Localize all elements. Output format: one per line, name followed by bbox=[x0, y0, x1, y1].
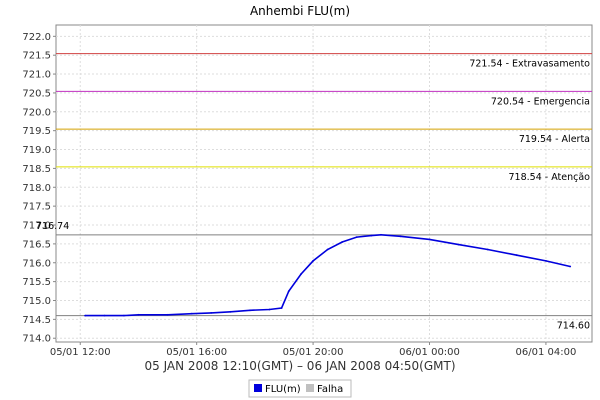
data-point bbox=[268, 308, 271, 311]
legend-box bbox=[248, 379, 352, 398]
y-tick-label: 717.5 bbox=[22, 202, 51, 213]
data-point bbox=[229, 310, 232, 313]
y-tick-label: 714.0 bbox=[22, 334, 51, 345]
data-point bbox=[84, 314, 86, 317]
y-tick-label: 719.0 bbox=[22, 145, 51, 156]
y-tick-label: 720.5 bbox=[22, 88, 51, 99]
y-tick-label: 718.5 bbox=[22, 164, 51, 175]
series-group bbox=[84, 233, 572, 317]
legend-swatch-flu bbox=[254, 384, 262, 392]
grid bbox=[56, 25, 592, 342]
y-tick-label: 720.0 bbox=[22, 107, 51, 118]
reference-lines: 721.54 - Extravasamento 720.54 - Emergenc… bbox=[36, 53, 592, 332]
y-tick-label: 714.5 bbox=[22, 315, 51, 326]
y-tick-label: 716.5 bbox=[22, 239, 51, 250]
legend-label-falha: Falha bbox=[317, 384, 343, 395]
x-tick-label: 05/01 12:00 bbox=[50, 347, 111, 358]
legend-label-flu: FLU(m) bbox=[265, 384, 301, 395]
data-point bbox=[370, 234, 373, 237]
data-point bbox=[355, 236, 358, 239]
series-line bbox=[85, 233, 571, 317]
reference-line-label: 716.74 bbox=[36, 221, 69, 232]
legend-swatch-falha bbox=[306, 384, 314, 392]
reference-line-label: 719.54 - Alerta bbox=[519, 134, 590, 145]
x-tick-label: 06/01 00:00 bbox=[399, 347, 460, 358]
y-tick-label: 718.0 bbox=[22, 183, 51, 194]
data-point bbox=[300, 273, 302, 275]
y-tick-label: 715.0 bbox=[22, 296, 51, 307]
legend: FLU(m) Falha bbox=[248, 379, 352, 398]
chart-title: Anhembi FLU(m) bbox=[250, 4, 350, 18]
y-tick-label: 721.0 bbox=[22, 70, 51, 81]
data-point bbox=[210, 312, 213, 314]
x-tick-label: 06/01 04:00 bbox=[516, 347, 577, 358]
reference-line-label: 720.54 - Emergencia bbox=[491, 96, 590, 107]
x-axis-label: 05 JAN 2008 12:10(GMT) – 06 JAN 2008 04:… bbox=[144, 359, 455, 373]
data-point bbox=[486, 248, 489, 251]
data-point bbox=[457, 243, 460, 246]
y-tick-label: 715.5 bbox=[22, 277, 51, 288]
x-axis: 05/01 12:00 05/01 16:00 05/01 20:00 06/01 0… bbox=[50, 342, 576, 358]
reference-line-label: 721.54 - Extravasamento bbox=[469, 59, 590, 70]
data-point bbox=[137, 313, 140, 316]
plot-area bbox=[55, 24, 593, 343]
data-point bbox=[399, 235, 402, 238]
data-point bbox=[123, 314, 125, 317]
data-point bbox=[312, 260, 314, 262]
data-point bbox=[166, 313, 169, 316]
data-point bbox=[287, 290, 290, 292]
y-axis: 714.0 714.5 715.0 715.5 716.0 716.5 717.0 717.5… bbox=[22, 32, 56, 345]
data-point bbox=[380, 233, 382, 236]
reference-line-label: 714.60 bbox=[557, 321, 590, 332]
data-point bbox=[569, 265, 572, 268]
data-point bbox=[341, 241, 344, 243]
data-point bbox=[190, 312, 193, 315]
data-point bbox=[515, 254, 518, 257]
y-tick-label: 716.0 bbox=[22, 258, 51, 269]
data-point bbox=[280, 307, 283, 309]
data-point bbox=[545, 260, 547, 262]
reference-line-label: 718.54 - Atenção bbox=[509, 172, 591, 183]
x-tick-label: 05/01 20:00 bbox=[283, 347, 344, 358]
y-tick-label: 722.0 bbox=[22, 32, 51, 43]
y-tick-label: 719.5 bbox=[22, 126, 51, 137]
data-point bbox=[428, 238, 431, 241]
data-point bbox=[326, 248, 329, 251]
y-tick-label: 721.5 bbox=[22, 51, 51, 62]
data-point bbox=[103, 314, 106, 317]
data-point bbox=[249, 309, 251, 312]
x-tick-label: 05/01 16:00 bbox=[166, 347, 227, 358]
y-tick-label: 717.0 bbox=[22, 221, 51, 232]
